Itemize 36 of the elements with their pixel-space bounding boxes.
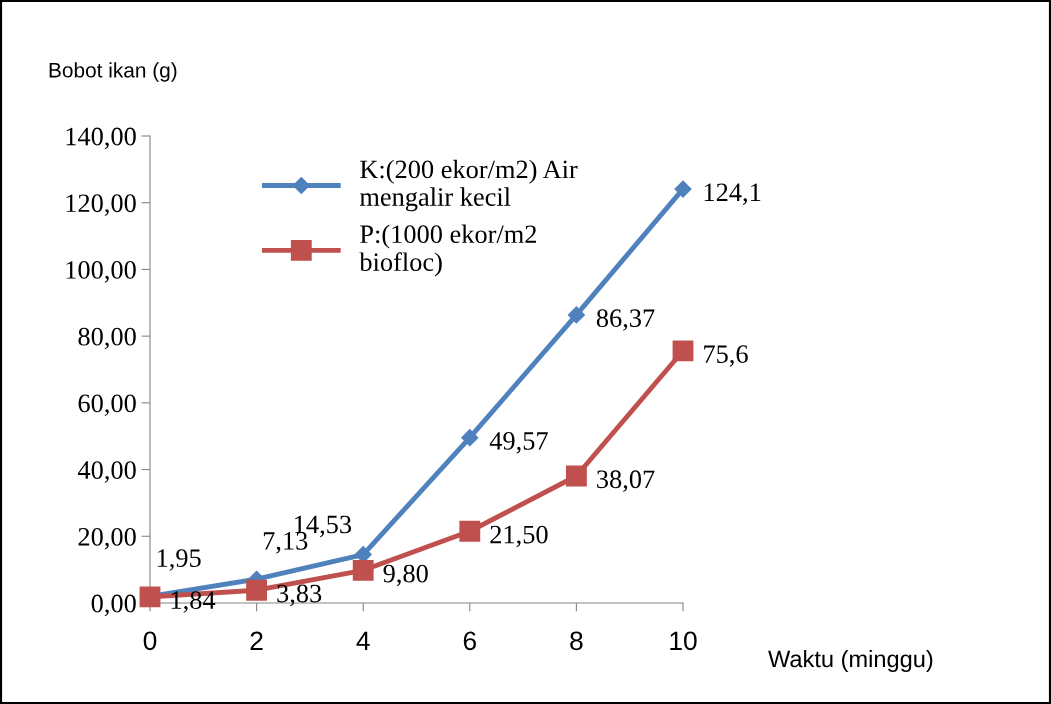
data-label: 86,37 — [596, 309, 655, 331]
data-label: 124,1 — [704, 183, 761, 205]
data-label: 49,57 — [489, 432, 548, 454]
x-tick-label: 2 — [250, 631, 263, 650]
data-label: 75,6 — [704, 345, 748, 367]
point — [674, 180, 692, 198]
point — [459, 520, 481, 542]
y-tick-label: 20,00 — [78, 527, 136, 550]
y-tick-label: 100,00 — [66, 261, 136, 283]
data-label: 21,50 — [490, 525, 548, 548]
y-tick-label: 140,00 — [66, 127, 136, 150]
data-label: 38,07 — [597, 470, 655, 492]
y-tick-label: 0,00 — [91, 594, 136, 617]
point — [461, 429, 479, 447]
x-tick-label: 6 — [463, 631, 476, 651]
x-tick-label: 8 — [570, 631, 583, 651]
data-label: 1,95 — [157, 549, 201, 571]
legend-label: P:(1000 ekor/m2 biofloc) — [359, 224, 537, 277]
data-label: 9,80 — [383, 564, 428, 587]
legend-label: K:(200 ekor/m2) Air mengalir kecil — [359, 159, 578, 212]
y-tick-label: 120,00 — [66, 194, 136, 216]
point — [352, 559, 374, 581]
point — [672, 340, 694, 362]
y-axis-title: Bobot ikan (g) — [49, 62, 177, 82]
x-axis-title: Waktu (minggu) — [768, 649, 933, 673]
data-label: 1,84 — [171, 591, 216, 613]
x-tick-label: 10 — [670, 631, 697, 651]
x-tick-label: 4 — [356, 631, 370, 650]
y-tick-label: 40,00 — [77, 461, 136, 483]
point — [246, 579, 268, 601]
y-tick-label: 80,00 — [78, 327, 136, 350]
data-label: 3,83 — [277, 584, 322, 607]
x-tick-label: 0 — [143, 631, 157, 651]
point — [565, 465, 587, 487]
point — [567, 306, 585, 324]
y-tick-label: 60,00 — [78, 394, 136, 417]
